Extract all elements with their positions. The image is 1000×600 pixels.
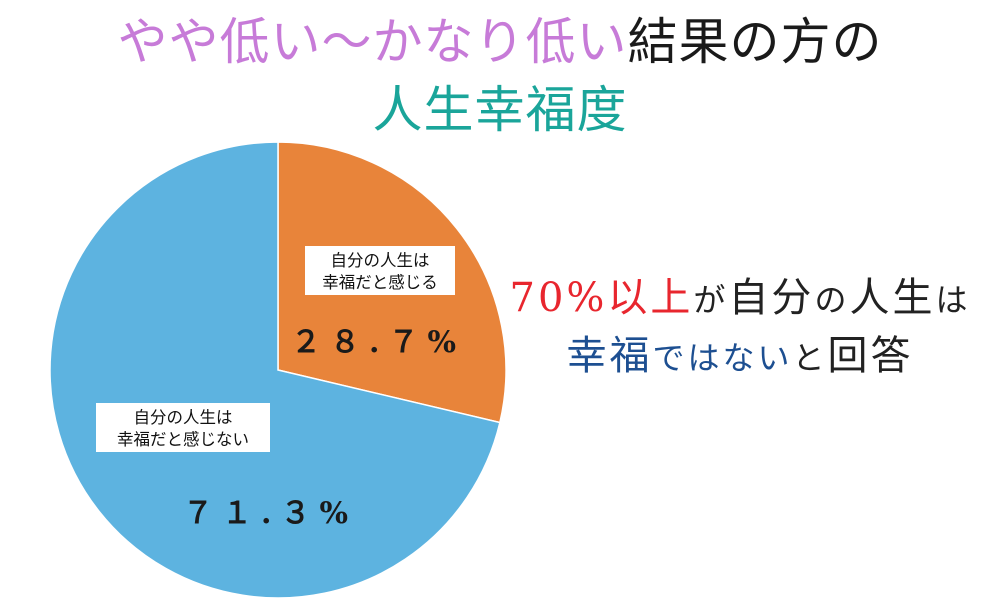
annotation-line-1: 70%以上が自分の人生は xyxy=(500,270,980,328)
slice-value-unhappy: ７１.３% xyxy=(183,496,357,531)
pie-slice-unhappy xyxy=(49,141,501,599)
annotation-line-2: 幸福ではないと回答 xyxy=(500,328,980,386)
slice-label-unhappy-box xyxy=(96,403,270,452)
annotation-word-kaitou: 回答 xyxy=(827,333,914,379)
slice-value-happy: ２８.７% xyxy=(291,325,465,360)
slice-label-happy: 自分の人生は 幸福だと感じる xyxy=(305,246,455,295)
title-purple-text: やや低い〜かなり低い xyxy=(117,13,628,71)
slice-label-unhappy-line1: 自分の人生は xyxy=(134,408,233,427)
slice-label-happy-line2: 幸福だと感じる xyxy=(322,273,438,292)
annotation-small-ga: が xyxy=(693,281,729,319)
annotation-blue-dewanai: ではない xyxy=(652,339,793,377)
annotation-small-to: と xyxy=(792,339,828,377)
title-line-2: 人生幸福度 xyxy=(372,81,628,139)
slice-label-unhappy: 自分の人生は 幸福だと感じない xyxy=(96,403,270,452)
annotation-small-wa: は xyxy=(935,281,971,319)
annotation-blue-kofuku: 幸福 xyxy=(566,333,653,379)
slice-label-unhappy-line2: 幸福だと感じない xyxy=(117,430,249,449)
slice-label-happy-line1: 自分の人生は xyxy=(331,251,430,270)
annotation-small-no: の xyxy=(814,281,850,319)
slice-label-happy-box xyxy=(305,246,455,295)
annotation-word-jibun: 自分 xyxy=(728,275,815,321)
annotation-word-jinsei: 人生 xyxy=(849,275,936,321)
annotation-text: 70%以上が自分の人生は 幸福ではないと回答 xyxy=(500,270,980,386)
chart-title: やや低い〜かなり低い結果の方の 人生幸福度 xyxy=(0,0,1000,144)
title-line-1: やや低い〜かなり低い結果の方の xyxy=(0,8,1000,76)
annotation-red-text: 70%以上 xyxy=(509,275,694,321)
title-black-text: 結果の方の xyxy=(627,13,883,71)
